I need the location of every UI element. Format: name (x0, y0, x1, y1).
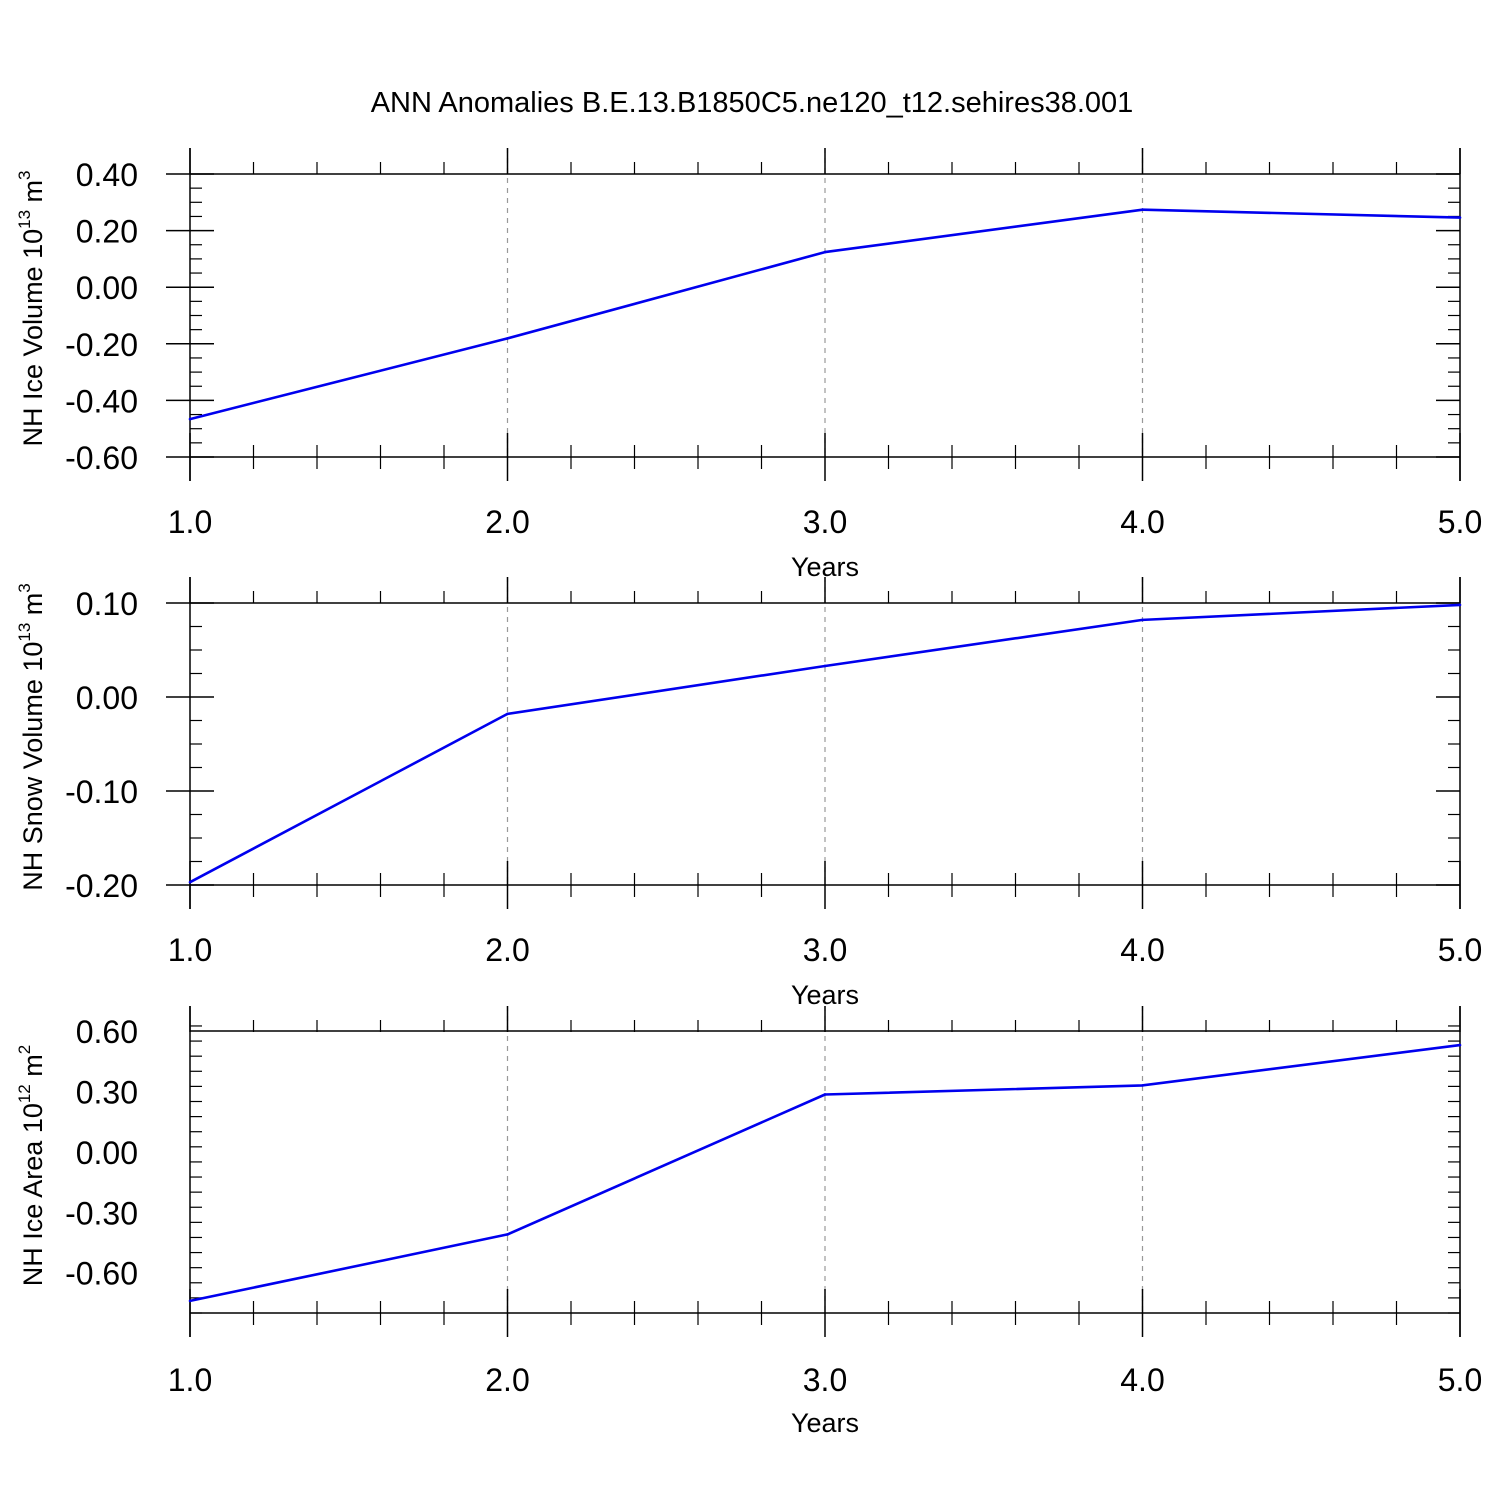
panel-2-data-point (506, 712, 509, 716)
panel-1-y-axis-label-sup: 13 (15, 210, 34, 229)
panel-3-x-tick-label: 2.0 (485, 1362, 529, 1398)
panel-2-x-tick-label: 3.0 (803, 932, 847, 968)
panel-1-data-point (1141, 208, 1144, 211)
panel-3-y-axis-label-sup: 12 (15, 1084, 34, 1103)
panel-1-y-tick-label: -0.60 (65, 440, 138, 476)
panel-3-data-point (188, 1299, 192, 1303)
panel-2-x-tick-label: 1.0 (168, 932, 212, 968)
panel-3-x-tick-label: 3.0 (803, 1362, 847, 1398)
chart-title: ANN Anomalies B.E.13.B1850C5.ne120_t12.s… (371, 87, 1134, 119)
panel-2-data-point (823, 664, 827, 668)
panel-1-y-tick-label: 0.40 (76, 157, 138, 193)
panel-2-data-point (188, 880, 192, 884)
panel-1-x-tick-label: 3.0 (803, 504, 847, 540)
panel-2-y-axis-label: NH Snow Volume 1013 m3 (15, 583, 48, 891)
panel-2-y-axis-label-text: NH Snow Volume 10 (18, 642, 48, 891)
panel-3-y-tick-label: 0.30 (76, 1074, 138, 1110)
panel-3-x-tick-label: 5.0 (1438, 1362, 1482, 1398)
panel-2-y-axis-label-unit-sup: 3 (15, 583, 34, 592)
panel-3-data-point (1458, 1043, 1462, 1047)
panel-1-data-point (823, 250, 827, 254)
panel-2-y-tick-label: -0.20 (65, 868, 138, 904)
panel-3-y-axis-label-text: NH Ice Area 10 (18, 1103, 48, 1286)
panel-3-y-axis-label-unit-sup: 2 (15, 1045, 34, 1054)
panel-1-data-point (188, 417, 192, 421)
panel-1-y-tick-label: 0.00 (76, 270, 138, 306)
panel-1-y-axis-label-unit-sup: 3 (15, 171, 34, 180)
panel-2-data-point (1458, 603, 1462, 607)
panel-3-data-point (506, 1233, 509, 1236)
panel-1-data-point (506, 337, 509, 340)
panel-1-y-axis-label: NH Ice Volume 1013 m3 (15, 171, 48, 447)
panel-2-y-tick-label: -0.10 (65, 774, 138, 810)
panel-3-y-tick-label: -0.30 (65, 1195, 138, 1231)
panel-2-data-point (1141, 618, 1144, 622)
panel-3-x-tick-label: 4.0 (1120, 1362, 1164, 1398)
panel-1-x-tick-label: 4.0 (1120, 504, 1164, 540)
panel-3-y-tick-label: 0.00 (76, 1135, 138, 1171)
panel-1-y-tick-label: -0.20 (65, 327, 138, 363)
panel-3-x-tick-label: 1.0 (168, 1362, 212, 1398)
panel-1-data-point (1458, 216, 1462, 219)
panel-3-x-axis-label: Years (791, 1408, 859, 1438)
panel-3-data-point (1141, 1084, 1144, 1087)
panel-2-y-tick-label: 0.00 (76, 680, 138, 716)
panel-2-y-axis-label-sup: 13 (15, 623, 34, 642)
panel-2-x-tick-label: 5.0 (1438, 932, 1482, 968)
panel-3-data-point (823, 1093, 827, 1096)
panel-2-y-axis-label-unit: m (18, 593, 48, 623)
panel-3-series-line (189, 1043, 1461, 1303)
panel-1-y-axis-label-unit: m (18, 180, 48, 210)
panel-3-y-axis-label: NH Ice Area 1012 m2 (15, 1045, 48, 1286)
panel-3-y-axis-label-unit: m (18, 1054, 48, 1084)
panel-3-y-tick-label: -0.60 (65, 1256, 138, 1292)
panel-2-x-axis-label: Years (791, 980, 859, 1010)
panel-1-y-tick-label: 0.20 (76, 214, 138, 250)
panel-2-x-tick-label: 2.0 (485, 932, 529, 968)
panel-1-x-tick-label: 2.0 (485, 504, 529, 540)
panel-2-x-tick-label: 4.0 (1120, 932, 1164, 968)
panel-1-x-tick-label: 5.0 (1438, 504, 1482, 540)
panel-1-y-axis-label-text: NH Ice Volume 10 (18, 229, 48, 447)
panel-2-y-tick-label: 0.10 (76, 586, 138, 622)
panel-1-x-tick-label: 1.0 (168, 504, 212, 540)
panel-1-y-tick-label: -0.40 (65, 383, 138, 419)
panel-3-y-tick-label: 0.60 (76, 1014, 138, 1050)
